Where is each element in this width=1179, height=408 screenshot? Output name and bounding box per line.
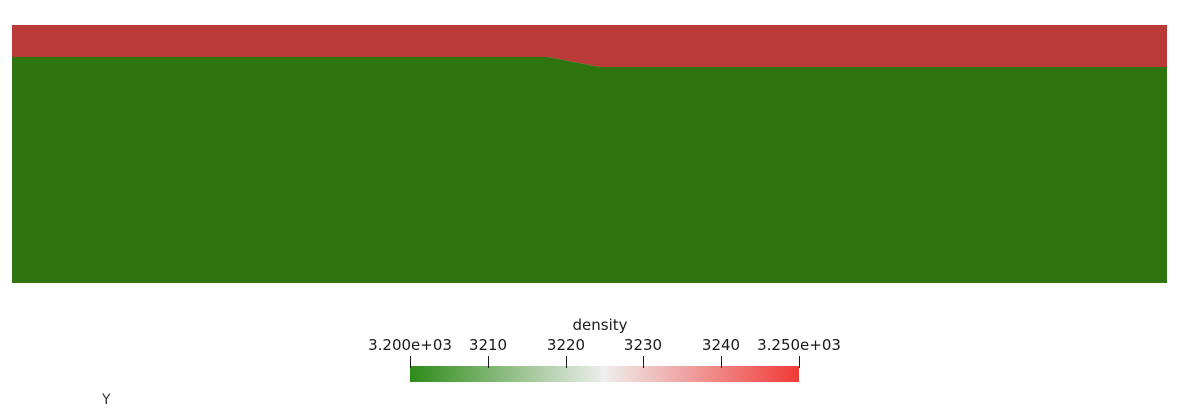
colorbar-tick — [410, 356, 411, 368]
colorbar-tick-label: 3210 — [468, 336, 508, 354]
colorbar-tick — [488, 356, 489, 368]
colorbar-tick-label: 3220 — [546, 336, 586, 354]
colorbar-title: density — [572, 316, 628, 334]
colorbar-tick-label: 3.250e+03 — [757, 336, 841, 354]
bottom-density-layer — [12, 57, 1167, 283]
colorbar-tick — [799, 356, 800, 368]
top-density-layer — [12, 25, 1167, 67]
colorbar-tick — [566, 356, 567, 368]
density-field-plot — [12, 25, 1167, 283]
colorbar-tick — [721, 356, 722, 368]
colorbar-tick-label: 3240 — [701, 336, 741, 354]
orientation-axis-label: Y — [102, 392, 111, 408]
colorbar-tick — [643, 356, 644, 368]
colorbar-gradient — [410, 366, 799, 382]
density-colorbar: density 3.200e+03 3210 3220 3230 3240 3.250e+… — [340, 312, 860, 392]
colorbar-tick-label: 3.200e+03 — [368, 336, 452, 354]
colorbar-tick-label: 3230 — [623, 336, 663, 354]
